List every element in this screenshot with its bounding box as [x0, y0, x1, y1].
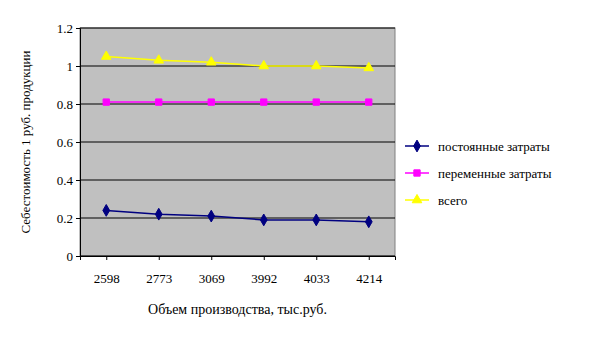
y-tick: 0.4 — [57, 173, 80, 188]
marker — [103, 99, 109, 105]
x-tick: 2773 — [146, 256, 172, 286]
x-axis-line — [81, 257, 396, 261]
y-tick-mark — [76, 256, 80, 257]
grid-line — [80, 66, 395, 67]
x-tick: 3992 — [251, 256, 277, 286]
y-axis-title: Себестоимость 1 руб. продукции — [18, 50, 33, 233]
y-tick-mark — [76, 142, 80, 143]
grid-line — [80, 180, 395, 181]
y-tick: 1 — [67, 59, 81, 74]
x-axis-title: Объем производства, тыс.руб. — [148, 302, 327, 317]
y-tick-mark — [76, 28, 80, 29]
x-tick-mark — [159, 256, 160, 260]
marker — [259, 60, 269, 68]
y-tick: 0.2 — [57, 211, 80, 226]
marker — [103, 205, 110, 217]
marker — [156, 99, 162, 105]
marker — [313, 214, 320, 226]
x-tick: 2598 — [94, 256, 120, 286]
series-line — [106, 210, 369, 221]
marker — [364, 62, 374, 70]
marker — [366, 99, 372, 105]
grid-line — [80, 104, 395, 105]
marker — [311, 60, 321, 68]
marker — [208, 210, 215, 222]
marker — [155, 208, 162, 220]
y-tick-label: 0.6 — [57, 135, 74, 150]
y-tick-label: 0.8 — [57, 97, 73, 112]
x-tick: 4214 — [356, 256, 383, 286]
marker — [101, 51, 111, 59]
marker — [208, 99, 214, 105]
x-tick-mark — [106, 256, 107, 260]
y-axis-line — [76, 29, 81, 257]
x-tick: 3069 — [199, 256, 225, 286]
y-tick: 0.6 — [57, 135, 80, 150]
legend-label: всего — [438, 193, 467, 208]
y-tick: 0.8 — [57, 97, 80, 112]
y-tick-label: 1 — [67, 59, 74, 74]
series-line — [106, 101, 369, 103]
grid-line — [80, 142, 395, 143]
x-tick-mark — [316, 256, 317, 260]
y-tick-mark — [76, 218, 80, 219]
legend: постоянные затраты переменные затраты всег… — [405, 139, 552, 208]
y-axis: 0 0.2 0.4 0.6 0.8 1 1.2 — [57, 21, 81, 264]
legend-label: переменные затраты — [438, 166, 552, 181]
y-tick-label: 0 — [67, 249, 74, 264]
y-tick-mark — [76, 180, 80, 181]
marker — [154, 55, 164, 63]
y-tick-mark — [76, 104, 80, 105]
marker — [313, 99, 319, 105]
series-group — [101, 51, 373, 228]
x-axis: 2598 2773 3069 3992 4033 4214 — [81, 256, 396, 286]
grid-line — [80, 28, 395, 29]
x-tick-label: 4033 — [304, 271, 330, 286]
x-tick-mark — [211, 256, 212, 260]
x-tick: 4033 — [304, 256, 330, 286]
plot-area — [80, 28, 395, 256]
x-tick-label: 2598 — [94, 271, 120, 286]
y-tick-label: 1.2 — [57, 21, 73, 36]
y-tick: 0 — [67, 249, 81, 264]
x-tick-mark — [369, 256, 370, 260]
marker — [261, 99, 267, 105]
marker — [260, 214, 267, 226]
x-tick-label: 3992 — [251, 271, 277, 286]
y-tick-mark — [76, 66, 80, 67]
grid — [80, 28, 395, 256]
x-tick-label: 2773 — [146, 271, 172, 286]
y-tick: 1.2 — [57, 21, 80, 36]
x-tick-label: 3069 — [199, 271, 225, 286]
chart: 0 0.2 0.4 0.6 0.8 1 1.2 2598 2773 3069 3992 4033 421… — [0, 0, 599, 340]
legend-marker — [414, 140, 421, 152]
y-tick-label: 0.2 — [57, 211, 73, 226]
legend-marker — [414, 170, 420, 176]
legend-marker — [412, 194, 422, 202]
marker — [365, 216, 372, 228]
x-tick-label: 4214 — [356, 271, 383, 286]
marker — [206, 57, 216, 65]
y-tick-label: 0.4 — [57, 173, 74, 188]
series-line — [106, 57, 369, 68]
x-tick-mark — [264, 256, 265, 260]
legend-label: постоянные затраты — [438, 139, 550, 154]
